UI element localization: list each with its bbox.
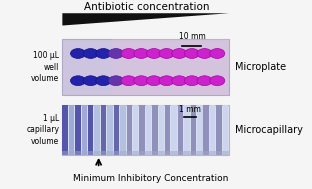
Circle shape bbox=[121, 49, 136, 58]
Bar bbox=[139, 105, 145, 155]
Bar bbox=[223, 105, 228, 155]
Bar bbox=[62, 105, 68, 155]
Text: Microcapillary: Microcapillary bbox=[235, 125, 303, 135]
Polygon shape bbox=[62, 13, 229, 26]
Bar bbox=[203, 105, 209, 155]
Circle shape bbox=[134, 76, 149, 86]
Circle shape bbox=[109, 76, 124, 86]
Circle shape bbox=[159, 76, 174, 86]
Circle shape bbox=[109, 49, 124, 58]
Bar bbox=[165, 105, 170, 155]
Bar bbox=[62, 39, 229, 95]
Bar bbox=[75, 105, 80, 155]
Circle shape bbox=[121, 76, 136, 86]
Bar bbox=[101, 105, 106, 155]
Bar bbox=[171, 105, 177, 155]
Bar bbox=[62, 151, 229, 155]
Text: Microplate: Microplate bbox=[235, 62, 286, 72]
Text: Minimum Inhibitory Concentration: Minimum Inhibitory Concentration bbox=[73, 174, 228, 183]
Text: 1 μL
capillary
volume: 1 μL capillary volume bbox=[27, 114, 60, 146]
Circle shape bbox=[146, 49, 162, 58]
Bar bbox=[178, 105, 183, 155]
Circle shape bbox=[96, 49, 111, 58]
Bar bbox=[62, 105, 229, 155]
Circle shape bbox=[210, 49, 225, 58]
Text: Antibiotic concentration: Antibiotic concentration bbox=[84, 2, 209, 12]
Circle shape bbox=[134, 49, 149, 58]
Bar bbox=[210, 105, 215, 155]
Bar bbox=[146, 105, 151, 155]
Bar bbox=[126, 105, 132, 155]
Circle shape bbox=[184, 76, 199, 86]
Bar bbox=[120, 105, 125, 155]
Circle shape bbox=[197, 49, 212, 58]
Bar bbox=[184, 105, 190, 155]
Bar bbox=[69, 105, 74, 155]
Text: 1 mm: 1 mm bbox=[179, 105, 201, 114]
Bar bbox=[107, 105, 113, 155]
Bar bbox=[152, 105, 158, 155]
Circle shape bbox=[159, 49, 174, 58]
Circle shape bbox=[83, 49, 98, 58]
Bar bbox=[158, 105, 164, 155]
Circle shape bbox=[184, 49, 199, 58]
Circle shape bbox=[83, 76, 98, 86]
Circle shape bbox=[172, 49, 187, 58]
Circle shape bbox=[146, 76, 162, 86]
Bar bbox=[216, 105, 222, 155]
Bar bbox=[133, 105, 139, 155]
Circle shape bbox=[210, 76, 225, 86]
Circle shape bbox=[96, 76, 111, 86]
Circle shape bbox=[71, 76, 85, 86]
Circle shape bbox=[172, 76, 187, 86]
Text: 10 mm: 10 mm bbox=[178, 32, 205, 41]
Bar bbox=[112, 39, 229, 95]
Bar bbox=[114, 105, 119, 155]
Bar bbox=[82, 105, 87, 155]
Circle shape bbox=[197, 76, 212, 86]
Circle shape bbox=[71, 49, 85, 58]
Text: 100 μL
well
volume: 100 μL well volume bbox=[31, 51, 60, 83]
Bar bbox=[197, 105, 202, 155]
Bar bbox=[88, 105, 94, 155]
Bar bbox=[95, 105, 100, 155]
Bar bbox=[191, 105, 196, 155]
